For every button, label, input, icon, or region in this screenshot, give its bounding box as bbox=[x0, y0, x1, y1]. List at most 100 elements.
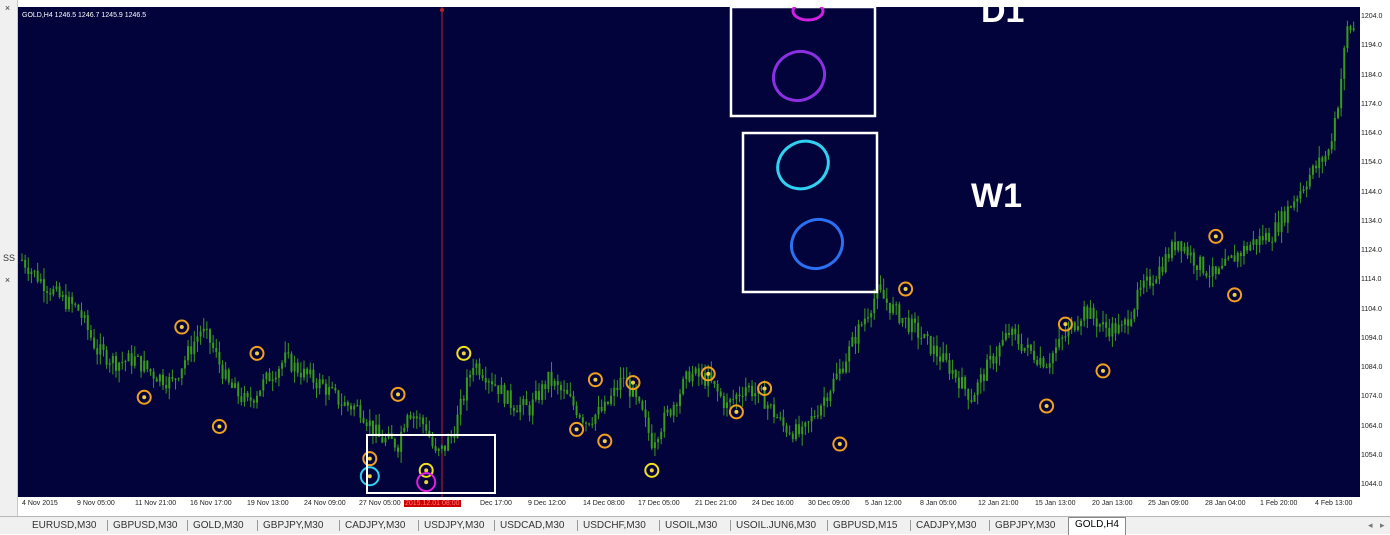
candle-body bbox=[1352, 28, 1355, 31]
candle-body bbox=[243, 393, 246, 402]
price-chart[interactable]: D1 W1 bbox=[18, 0, 1360, 497]
candle-body bbox=[240, 396, 243, 402]
candle-body bbox=[447, 437, 450, 451]
candle-body bbox=[1252, 239, 1255, 245]
chart-tab[interactable]: GBPJPY,M30 bbox=[995, 520, 1056, 531]
candle-body bbox=[1318, 157, 1321, 169]
chart-tab[interactable]: GBPUSD,M30 bbox=[113, 520, 178, 531]
scroll-right-icon[interactable]: ▸ bbox=[1380, 520, 1385, 530]
candle-body bbox=[277, 368, 280, 378]
candle-body bbox=[613, 387, 616, 396]
candle-body bbox=[71, 296, 74, 304]
candle-body bbox=[130, 353, 133, 366]
chart-tab[interactable]: USDCHF,M30 bbox=[583, 520, 646, 531]
chart-tab[interactable]: CADJPY,M30 bbox=[916, 520, 977, 531]
candle-body bbox=[1133, 309, 1136, 320]
candle-body bbox=[503, 384, 506, 404]
candle-body bbox=[751, 385, 754, 397]
candle-body bbox=[779, 417, 782, 419]
price-axis-label: 1094.0 bbox=[1361, 334, 1383, 342]
chart-tab[interactable]: GBPJPY,M30 bbox=[263, 520, 324, 531]
orange-marker-dot bbox=[142, 395, 147, 400]
candle-body bbox=[1227, 257, 1230, 259]
scale-toggle[interactable]: SS bbox=[3, 253, 16, 263]
candle-body bbox=[1343, 48, 1346, 79]
chart-tab[interactable]: GOLD,H4 bbox=[1068, 517, 1126, 535]
price-axis-label: 1044.0 bbox=[1361, 481, 1383, 488]
candle-body bbox=[174, 378, 177, 380]
candle-body bbox=[1039, 357, 1042, 365]
orange-marker-dot bbox=[631, 380, 635, 385]
candle-body bbox=[487, 381, 490, 383]
candle-body bbox=[638, 397, 641, 402]
candle-body bbox=[111, 356, 114, 364]
candle-body bbox=[469, 374, 472, 378]
candle-body bbox=[24, 259, 27, 268]
candle-body bbox=[951, 370, 954, 374]
candle-body bbox=[995, 356, 998, 364]
candle-body bbox=[209, 329, 211, 343]
candle-body bbox=[885, 298, 888, 303]
candle-body bbox=[895, 304, 898, 306]
candle-body bbox=[998, 345, 1001, 357]
chart-tab[interactable]: USOIL,M30 bbox=[665, 520, 718, 531]
chart-tab[interactable]: USOIL.JUN6,M30 bbox=[736, 520, 817, 531]
candle-body bbox=[1293, 201, 1296, 208]
candle-body bbox=[127, 353, 130, 362]
chart-tab[interactable]: GOLD,M30 bbox=[193, 520, 244, 531]
chart-tab[interactable]: EURUSD,M30 bbox=[32, 520, 97, 531]
candle-body bbox=[202, 328, 205, 332]
candle-body bbox=[400, 431, 403, 452]
candle-body bbox=[230, 382, 233, 388]
candle-body bbox=[763, 389, 766, 409]
d1-purple-ellipse bbox=[771, 49, 827, 103]
chart-tab[interactable]: USDCAD,M30 bbox=[500, 520, 565, 531]
orange-marker-dot bbox=[762, 386, 767, 391]
candle-body bbox=[362, 417, 365, 423]
candle-body bbox=[835, 373, 838, 379]
candle-body bbox=[403, 427, 406, 432]
close-icon[interactable]: × bbox=[4, 3, 11, 13]
candle-body bbox=[1290, 206, 1292, 208]
candle-body bbox=[133, 356, 136, 366]
candle-body bbox=[1205, 273, 1208, 277]
orange-marker bbox=[587, 372, 603, 388]
candle-body bbox=[528, 405, 531, 416]
candle-body bbox=[747, 385, 750, 388]
candle-body bbox=[215, 348, 218, 352]
orange-marker bbox=[174, 319, 190, 335]
candle-body bbox=[27, 267, 30, 274]
time-axis-label: 14 Dec 08:00 bbox=[583, 500, 625, 507]
tab-separator bbox=[257, 520, 258, 531]
scroll-left-icon[interactable]: ◂ bbox=[1368, 520, 1373, 530]
candle-body bbox=[970, 399, 973, 402]
candle-body bbox=[218, 351, 221, 365]
candle-body bbox=[688, 371, 691, 382]
candle-body bbox=[1139, 287, 1142, 290]
candle-body bbox=[381, 436, 384, 443]
time-axis-label: 9 Dec 12:00 bbox=[528, 500, 566, 507]
candle-body bbox=[860, 324, 863, 326]
candle-body bbox=[679, 393, 681, 406]
candle-body bbox=[415, 416, 418, 419]
chart-tab[interactable]: GBPUSD,M15 bbox=[833, 520, 898, 531]
candle-body bbox=[74, 303, 77, 305]
chart-tab[interactable]: USDJPY,M30 bbox=[424, 520, 485, 531]
candle-body bbox=[979, 374, 982, 383]
candle-body bbox=[932, 345, 935, 354]
candle-body bbox=[1048, 363, 1051, 368]
candle-body bbox=[898, 304, 901, 323]
candle-body bbox=[566, 389, 569, 394]
candle-body bbox=[1183, 246, 1186, 252]
candle-body bbox=[456, 414, 459, 438]
candle-body bbox=[559, 384, 562, 391]
candle-body bbox=[46, 291, 49, 293]
candle-body bbox=[475, 363, 478, 368]
chart-tab[interactable]: CADJPY,M30 bbox=[345, 520, 406, 531]
orange-marker-dot bbox=[706, 371, 711, 376]
candle-body bbox=[722, 396, 725, 408]
candle-body bbox=[1142, 280, 1145, 288]
close-icon[interactable]: × bbox=[4, 275, 11, 285]
candle-body bbox=[1105, 322, 1108, 328]
crosshair-handle[interactable] bbox=[440, 8, 444, 12]
